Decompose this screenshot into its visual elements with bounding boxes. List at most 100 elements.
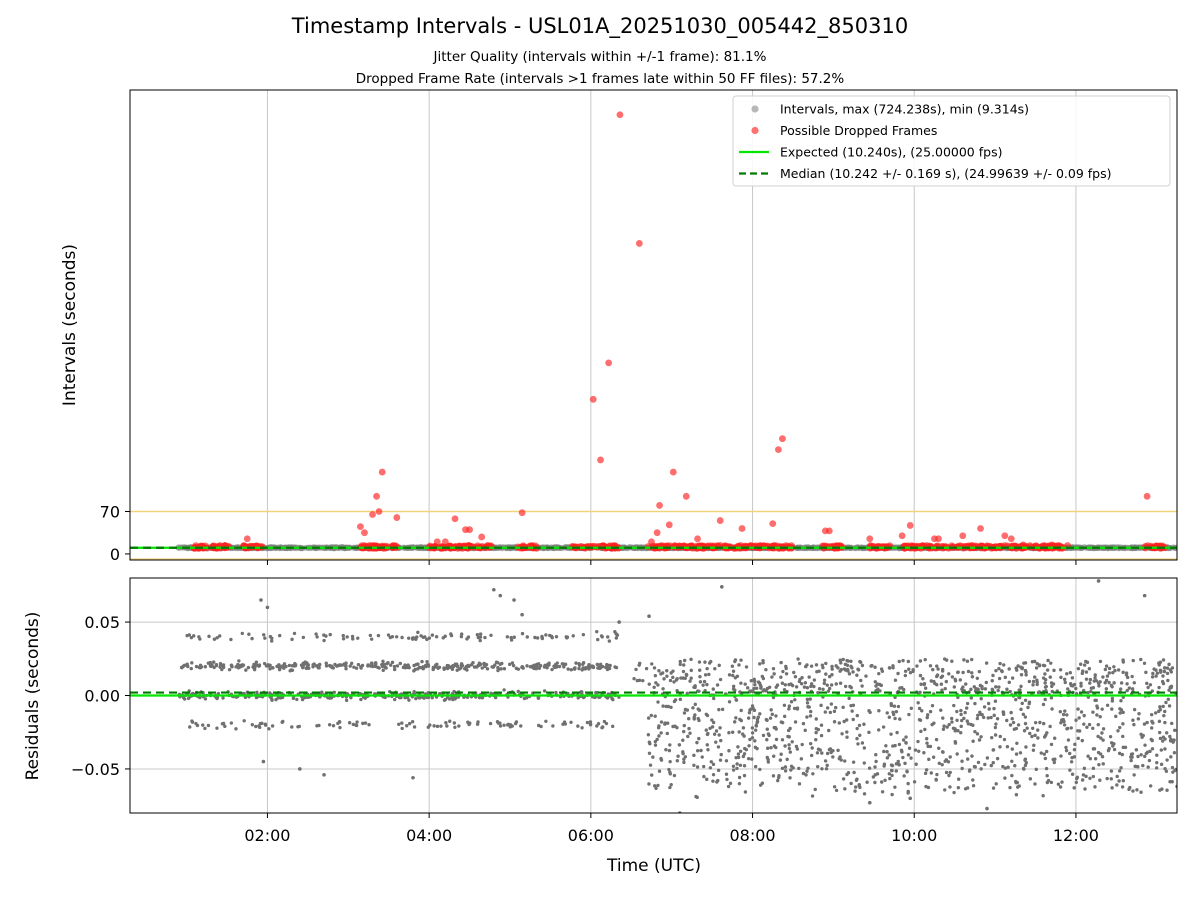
residual-point (1161, 735, 1166, 739)
residual-point (919, 729, 923, 734)
residual-point (1121, 710, 1125, 715)
residual-point (1024, 670, 1028, 674)
dropped-frame-outlier (616, 111, 624, 119)
residual-point (646, 733, 651, 737)
residual-point (597, 665, 602, 669)
residual-point (403, 695, 407, 700)
residual-point (1132, 681, 1136, 685)
residual-point (941, 716, 945, 720)
residual-point (350, 634, 355, 639)
dropped-frame-outlier (441, 538, 449, 546)
residual-point (780, 738, 785, 742)
residual-point (292, 631, 297, 636)
residual-point (725, 777, 729, 782)
residual-point (966, 669, 971, 674)
residual-point (1074, 718, 1078, 722)
residual-point (1014, 697, 1018, 702)
residual-point (445, 724, 449, 728)
residual-point (535, 636, 540, 640)
residual-point (998, 661, 1002, 666)
residual-point (525, 635, 529, 639)
residual-point (1093, 676, 1097, 680)
residual-point (478, 635, 483, 639)
legend-marker (751, 126, 759, 135)
residual-point (674, 678, 679, 682)
residual-point (783, 744, 787, 748)
residual-point (896, 759, 900, 764)
residual-point (1120, 752, 1124, 757)
residual-point (816, 747, 821, 751)
residual-point (1163, 720, 1167, 725)
residual-point (739, 681, 743, 685)
residual-point (1001, 710, 1005, 714)
residual-point (755, 720, 759, 725)
residual-point (544, 719, 548, 723)
residual-point (1160, 679, 1165, 684)
residual-point (1022, 729, 1027, 733)
residual-point (302, 695, 306, 700)
residual-point (212, 665, 216, 670)
residual-point (417, 696, 421, 700)
residual-point (475, 722, 480, 726)
residual-point (878, 689, 882, 693)
residual-point (943, 788, 947, 792)
residual-point (203, 665, 208, 669)
residual-point (1158, 707, 1163, 712)
residual-point (255, 690, 259, 694)
residual-point (1101, 727, 1106, 731)
residual-point (1112, 681, 1116, 685)
residual-point (1048, 724, 1052, 729)
residual-point (730, 730, 735, 734)
residual-point (871, 775, 876, 779)
residual-point (1112, 665, 1116, 669)
residual-point (718, 677, 723, 682)
residual-point (444, 721, 448, 725)
residual-point (613, 665, 617, 669)
residual-point (916, 701, 920, 705)
residual-point (679, 676, 683, 680)
residual-point (1048, 675, 1052, 679)
residual-point (381, 659, 385, 664)
top-y-axis-label: Intervals (seconds) (60, 244, 80, 406)
residual-point (1110, 699, 1115, 703)
residual-point (731, 764, 736, 768)
residual-point (234, 727, 238, 731)
residual-point (855, 726, 859, 731)
residual-point (862, 722, 866, 726)
residual-point (916, 739, 920, 744)
residual-point (1125, 675, 1130, 680)
legend-label: Median (10.242 +/- 0.169 s), (24.99639 +… (780, 166, 1111, 181)
residual-point (635, 678, 640, 683)
residual-point (782, 687, 787, 692)
residual-point (203, 726, 207, 731)
residual-point (953, 727, 957, 731)
residual-point (782, 703, 787, 707)
residual-point (810, 794, 815, 798)
residual-point (913, 748, 918, 752)
residual-point (1024, 761, 1029, 765)
residual-point (808, 741, 813, 746)
residual-point (317, 666, 321, 670)
residual-point (826, 689, 831, 693)
residual-point (1161, 658, 1166, 662)
residual-point (1115, 783, 1119, 787)
residual-point (370, 664, 375, 669)
residual-point (410, 720, 415, 724)
residual-point (984, 661, 989, 665)
residual-point (241, 663, 246, 667)
top-y-tick-label: 70 (100, 502, 120, 521)
residual-point (944, 679, 949, 684)
residual-point (1027, 700, 1032, 704)
residual-point (1033, 720, 1038, 725)
residual-point (516, 689, 520, 694)
residual-point (896, 671, 900, 676)
dropped-frame-point (577, 542, 585, 551)
residual-point (359, 697, 363, 702)
residual-point (847, 672, 852, 676)
residual-point (246, 665, 251, 670)
residual-outlier (498, 593, 503, 598)
residual-point (328, 632, 332, 637)
residual-point (672, 680, 676, 684)
residual-point (1066, 738, 1071, 742)
residual-point (788, 750, 792, 754)
